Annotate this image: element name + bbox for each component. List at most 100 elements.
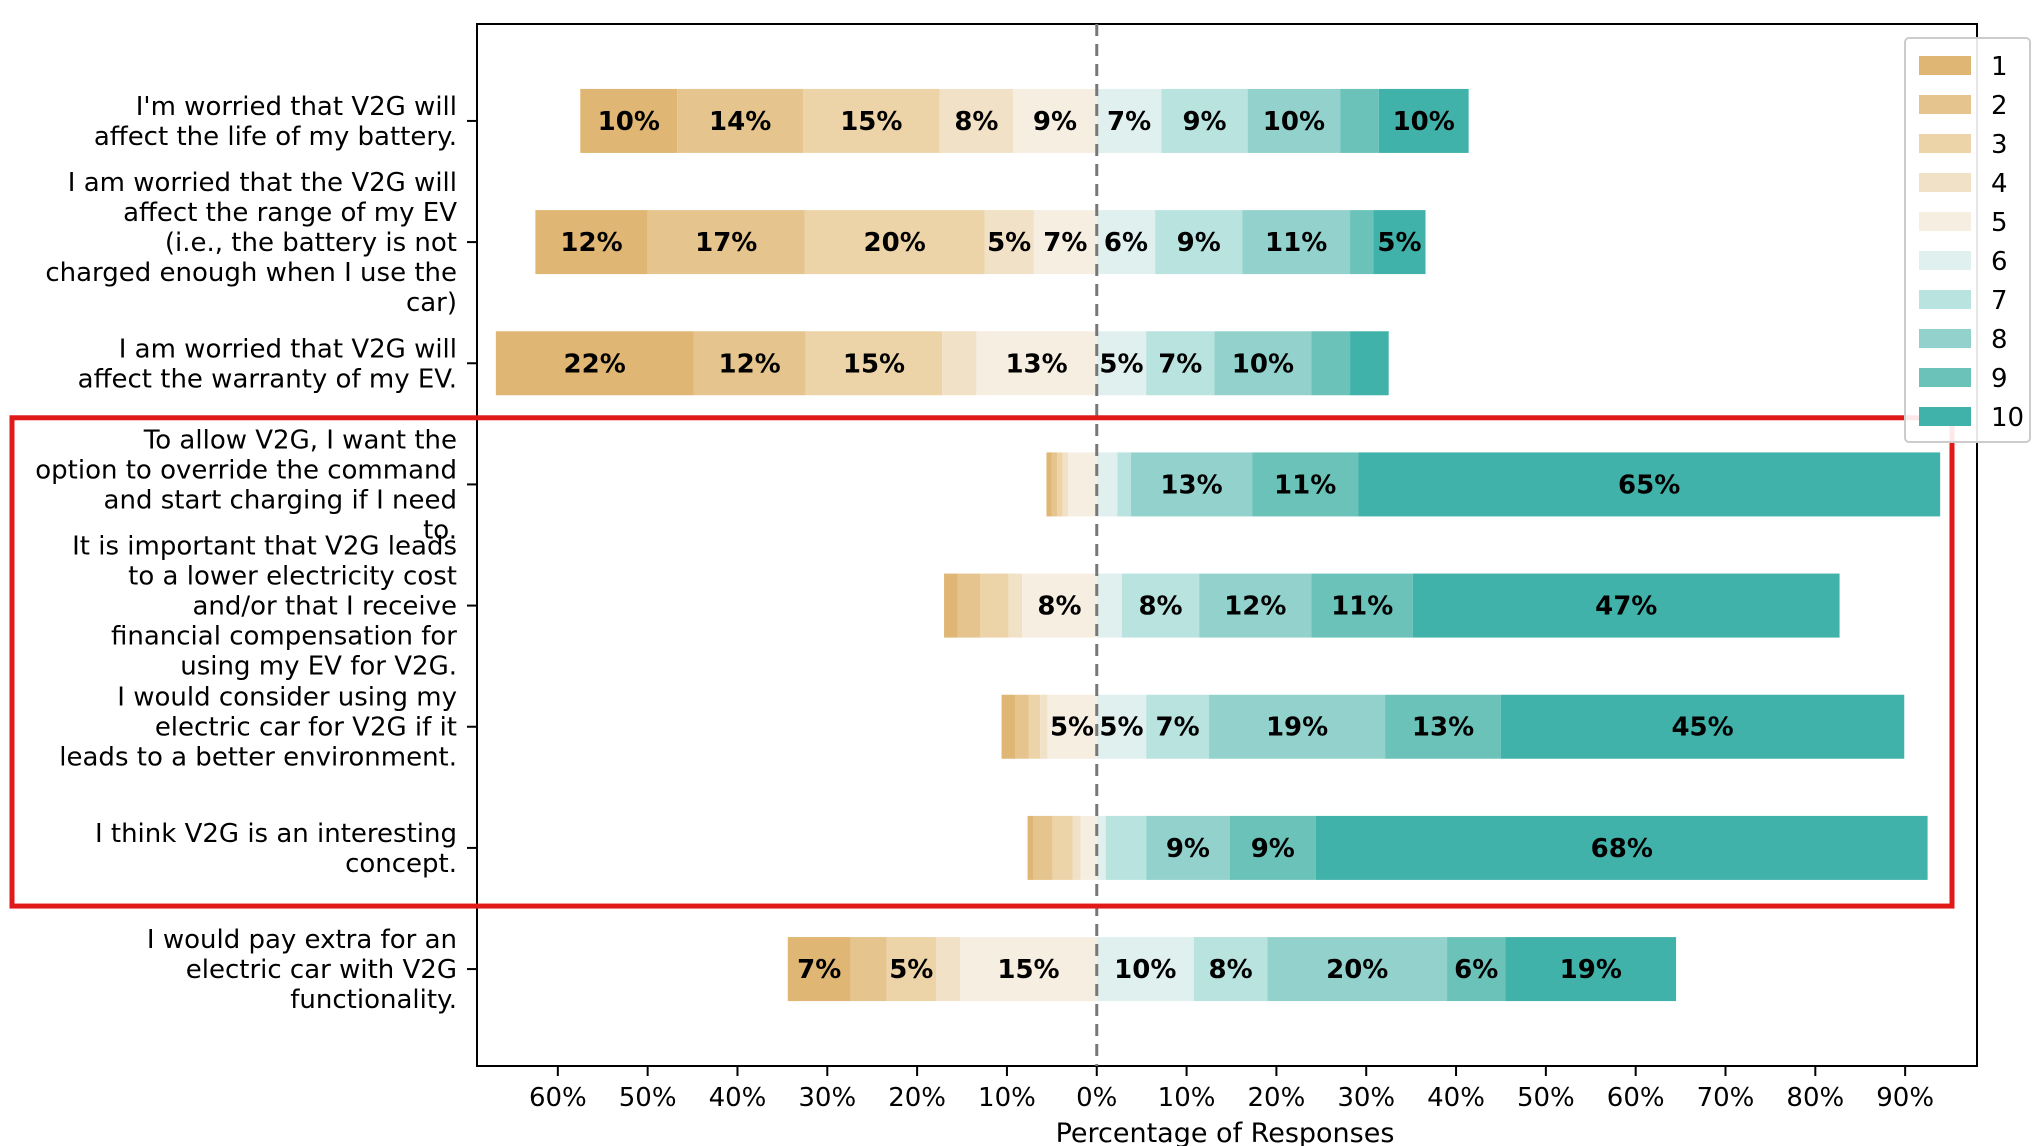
category-label: I think V2G is an interesting concept. — [95, 819, 457, 879]
category-label-line: and/or that I receive — [192, 592, 457, 622]
legend-swatch — [1919, 56, 1971, 75]
category-label-line: car) — [406, 288, 457, 318]
bar-segment-r6-s2 — [1015, 694, 1029, 759]
bar-data-label: 6% — [1104, 228, 1148, 258]
x-tick-label: 40% — [709, 1083, 767, 1113]
category-label-line: I'm worried that V2G will — [136, 92, 457, 122]
bar-segment-r2-s7 — [1155, 210, 1243, 275]
category-label-line: I would pay extra for an — [147, 925, 457, 955]
bar-data-label: 13% — [1412, 713, 1474, 743]
bar-data-label: 13% — [1160, 470, 1222, 500]
bar-data-label: 7% — [1043, 228, 1087, 258]
x-tick-label: 80% — [1786, 1083, 1844, 1113]
bar-segment-r8-s10 — [1505, 937, 1677, 1002]
legend-label: 5 — [1991, 208, 2008, 238]
bar-segment-r1-s1 — [580, 88, 678, 153]
bar-segment-r8-s4 — [935, 937, 961, 1002]
bars-layer — [495, 88, 1941, 1002]
bar-data-label: 22% — [564, 349, 626, 379]
legend-swatch — [1919, 407, 1971, 426]
legend-swatch — [1919, 173, 1971, 192]
bar-segment-r4-s8 — [1130, 452, 1253, 517]
category-label-line: I would consider using my — [117, 683, 457, 713]
category-label-line: I am worried that V2G will — [119, 334, 457, 364]
x-tick-label: 60% — [1607, 1083, 1665, 1113]
x-tick-label: 40% — [1427, 1083, 1485, 1113]
bar-segment-r2-s4 — [984, 210, 1034, 275]
bar-segment-r7-s3 — [1052, 815, 1073, 880]
bar-segment-r5-s2 — [957, 573, 980, 638]
category-label-line: to. — [423, 515, 457, 545]
x-tick-label: 10% — [1158, 1083, 1216, 1113]
bar-segment-r6-s7 — [1146, 694, 1210, 759]
category-label-line: using my EV for V2G. — [180, 652, 457, 682]
bar-segment-r3-s3 — [805, 331, 943, 396]
x-tick-label: 20% — [888, 1083, 946, 1113]
bar-data-label: 19% — [1560, 955, 1622, 985]
bar-segment-r3-s5 — [976, 331, 1097, 396]
bar-segment-r3-s8 — [1214, 331, 1312, 396]
highlight-rectangle — [9, 415, 1955, 909]
bar-segment-r7-s4 — [1072, 815, 1081, 880]
bar-data-label: 5% — [889, 955, 933, 985]
bar-segment-r8-s7 — [1193, 937, 1268, 1002]
bar-segment-r5-s1 — [944, 573, 958, 638]
legend-label: 4 — [1991, 169, 2008, 199]
bar-segment-r3-s9 — [1311, 331, 1351, 396]
category-label-line: financial compensation for — [111, 622, 457, 652]
y-axis: I'm worried that V2G will affect the life… — [35, 92, 477, 1015]
category-label-line: It is important that V2G leads — [72, 532, 457, 562]
bar-data-label: 12% — [560, 228, 622, 258]
legend-label: 9 — [1991, 364, 2008, 394]
bar-segment-r1-s8 — [1247, 88, 1341, 153]
legend-swatch — [1919, 329, 1971, 348]
bar-segment-r8-s3 — [886, 937, 936, 1002]
bar-segment-r6-s10 — [1500, 694, 1905, 759]
bar-segment-r4-s5 — [1068, 452, 1097, 517]
category-label-line: affect the life of my battery. — [94, 122, 457, 152]
category-label: I am worried that the V2G will affect the… — [45, 168, 457, 318]
bar-data-label: 9% — [1166, 834, 1210, 864]
bar-segment-r6-s6 — [1096, 694, 1147, 759]
bar-data-label: 11% — [1274, 470, 1336, 500]
bar-data-label: 8% — [954, 107, 998, 137]
bar-data-label: 19% — [1266, 713, 1328, 743]
bar-segment-r5-s8 — [1199, 573, 1312, 638]
bar-data-label: 10% — [598, 107, 660, 137]
bar-segment-r3-s1 — [495, 331, 694, 396]
bar-segment-r7-s8 — [1146, 815, 1230, 880]
legend-label: 10 — [1991, 403, 2024, 433]
legend-swatch — [1919, 251, 1971, 270]
legend-label: 7 — [1991, 286, 2008, 316]
bar-data-label: 7% — [797, 955, 841, 985]
legend-label: 3 — [1991, 130, 2008, 160]
bar-data-label: 10% — [1232, 349, 1294, 379]
bar-data-label: 9% — [1033, 107, 1077, 137]
bar-segment-r7-s9 — [1229, 815, 1316, 880]
bar-data-label: 15% — [997, 955, 1059, 985]
bar-segment-r3-s10 — [1350, 331, 1389, 396]
bar-data-label: 9% — [1177, 228, 1221, 258]
bar-segment-r6-s1 — [1001, 694, 1016, 759]
bar-data-label: 17% — [695, 228, 757, 258]
bar-segment-r6-s5 — [1047, 694, 1097, 759]
bar-data-label: 10% — [1114, 955, 1176, 985]
category-label: I'm worried that V2G will affect the life… — [94, 92, 457, 152]
bar-segment-r4-s2 — [1051, 452, 1058, 517]
category-label-line: I am worried that the V2G will — [68, 168, 457, 198]
legend-swatch — [1919, 134, 1971, 153]
x-tick-label: 50% — [1517, 1083, 1575, 1113]
bar-data-label: 9% — [1182, 107, 1226, 137]
bar-segment-r5-s4 — [1008, 573, 1023, 638]
bar-data-label: 15% — [840, 107, 902, 137]
category-label-line: affect the warranty of my EV. — [78, 364, 457, 394]
category-label: To allow V2G, I want the option to overri… — [35, 425, 457, 545]
bar-segment-r8-s8 — [1267, 937, 1448, 1002]
bar-segment-r5-s10 — [1412, 573, 1840, 638]
category-label-line: electric car with V2G — [186, 955, 457, 985]
bar-segment-r4-s7 — [1117, 452, 1131, 517]
category-label-line: to a lower electricity cost — [128, 562, 457, 592]
bar-segment-r4-s4 — [1062, 452, 1069, 517]
x-tick-label: 60% — [529, 1083, 587, 1113]
bar-segment-r1-s6 — [1096, 88, 1162, 153]
